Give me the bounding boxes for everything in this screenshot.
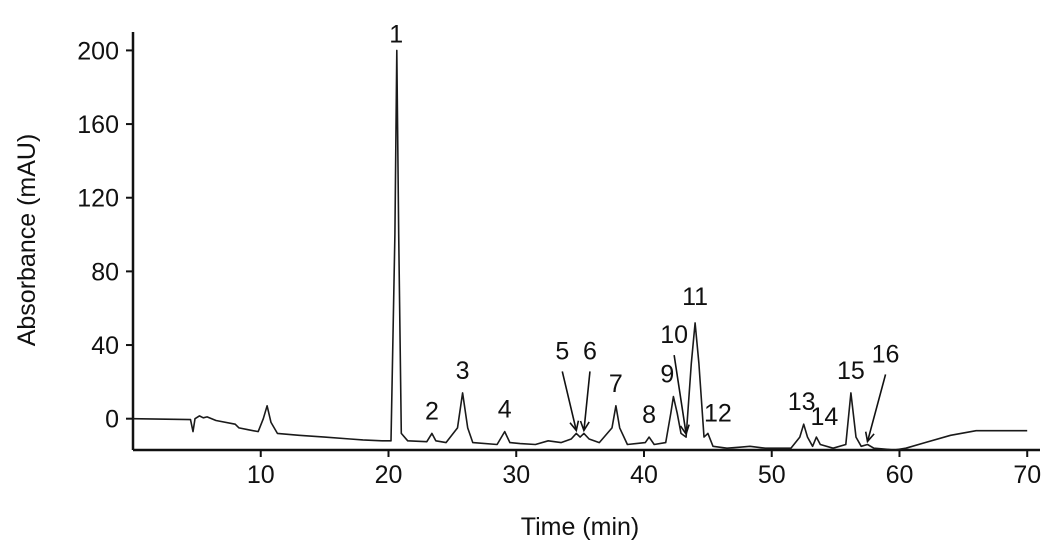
x-tick-label: 70 (1013, 461, 1041, 489)
peak-label-1: 1 (389, 20, 403, 48)
peak-label-7: 7 (609, 370, 623, 398)
peak-arrowhead (679, 424, 690, 436)
peak-label-5: 5 (555, 337, 569, 365)
x-axis-title: Time (min) (521, 513, 640, 541)
chromatogram-trace (132, 49, 1028, 451)
peak-label-12: 12 (704, 399, 732, 427)
x-tick-label: 30 (502, 461, 530, 489)
x-tick-label: 40 (630, 461, 658, 489)
peak-label-4: 4 (498, 396, 512, 424)
x-tick-label: 50 (758, 461, 786, 489)
y-axis-title: Absorbance (mAU) (13, 134, 41, 347)
y-tick-label: 80 (91, 258, 119, 286)
peak-label-16: 16 (872, 340, 900, 368)
y-tick-label: 120 (77, 185, 119, 213)
trace-layer (132, 49, 1028, 451)
peak-label-8: 8 (642, 401, 656, 429)
peak-label-9: 9 (660, 361, 674, 389)
peak-label-11: 11 (682, 283, 708, 311)
y-tick-label: 40 (91, 332, 119, 360)
axis-ticks: 10 20 30 40 50 60 70 0 40 80 120 160 200 (77, 37, 1041, 489)
peak-arrow (583, 371, 591, 431)
peak-arrow (673, 354, 687, 435)
peak-label-13: 13 (788, 388, 816, 416)
y-tick-label: 160 (77, 111, 119, 139)
y-tick-label: 0 (105, 406, 119, 434)
peak-label-3: 3 (456, 357, 470, 385)
peak-label-2: 2 (425, 397, 439, 425)
peak-arrowhead (569, 420, 580, 433)
peak-arrow (866, 374, 887, 442)
peak-arrowhead (579, 420, 590, 433)
peak-label-14: 14 (811, 403, 839, 431)
axes (131, 32, 1040, 452)
peak-label-6: 6 (583, 337, 597, 365)
peak-arrow (561, 371, 578, 431)
x-tick-label: 10 (247, 461, 275, 489)
peak-label-10: 10 (660, 321, 688, 349)
peak-label-15: 15 (837, 357, 865, 385)
y-tick-label: 200 (77, 37, 119, 65)
x-tick-label: 20 (375, 461, 403, 489)
x-tick-label: 60 (886, 461, 914, 489)
peak-arrowhead (864, 431, 875, 444)
